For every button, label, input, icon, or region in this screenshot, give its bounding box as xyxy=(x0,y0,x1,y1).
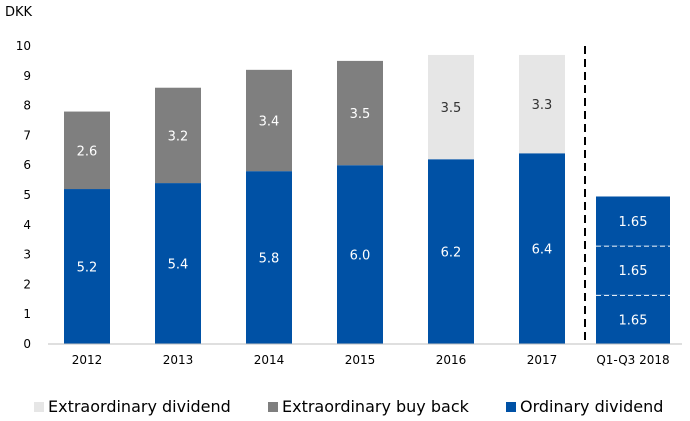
data-label: 6.2 xyxy=(441,246,462,261)
bar-segment-extraordinary-buy-back xyxy=(155,87,201,184)
y-axis-title: DKK xyxy=(5,5,33,20)
data-label: 1.65 xyxy=(619,313,648,328)
bar-segment-extraordinary-dividend xyxy=(428,54,474,160)
bar-segment-quarter xyxy=(596,245,670,295)
legend-label: Extraordinary dividend xyxy=(48,397,231,416)
data-label: 1.65 xyxy=(619,264,648,279)
y-tick-label: 6 xyxy=(23,158,31,172)
y-tick-label: 8 xyxy=(23,99,31,113)
legend-swatch-ordinary-dividend xyxy=(506,401,516,412)
data-label: 5.4 xyxy=(168,258,189,273)
data-label: 3.5 xyxy=(350,107,371,122)
x-tick-label: 2015 xyxy=(345,353,376,367)
data-label: 3.2 xyxy=(168,129,189,144)
bar-segment-quarter xyxy=(596,196,670,246)
x-tick-label: 2013 xyxy=(163,353,194,367)
bar-segment-ordinary-dividend xyxy=(155,183,201,344)
bar-segment-ordinary-dividend xyxy=(246,171,292,344)
x-tick-label: Q1-Q3 2018 xyxy=(596,353,669,367)
x-tick-label: 2017 xyxy=(527,353,558,367)
legend: Extraordinary dividend Extraordinary buy… xyxy=(0,397,690,419)
y-tick-label: 9 xyxy=(23,69,31,83)
x-tick-label: 2012 xyxy=(72,353,103,367)
y-tick-label: 7 xyxy=(23,128,31,142)
y-tick-label: 0 xyxy=(23,337,31,351)
data-label: 5.2 xyxy=(77,261,98,276)
bar-segment-ordinary-dividend xyxy=(337,165,383,344)
data-label: 3.3 xyxy=(532,98,553,113)
bar-segment-ordinary-dividend xyxy=(428,159,474,344)
legend-label: Extraordinary buy back xyxy=(282,397,469,416)
data-label: 1.65 xyxy=(619,215,648,230)
bar-segment-ordinary-dividend xyxy=(519,153,565,344)
legend-item-extraordinary-dividend: Extraordinary dividend xyxy=(34,397,231,416)
bar-segment-quarter xyxy=(596,294,670,344)
data-label: 2.6 xyxy=(77,144,98,159)
y-tick-label: 5 xyxy=(23,188,31,202)
bar-segment-extraordinary-buy-back xyxy=(246,69,292,172)
x-tick-label: 2014 xyxy=(254,353,285,367)
data-label: 5.8 xyxy=(259,252,280,267)
bar-segment-extraordinary-dividend xyxy=(519,54,565,154)
y-tick-label: 10 xyxy=(16,39,31,53)
bar-segment-extraordinary-buy-back xyxy=(64,111,110,190)
legend-item-extraordinary-buy-back: Extraordinary buy back xyxy=(268,397,469,416)
y-tick-label: 2 xyxy=(23,277,31,291)
data-label: 6.0 xyxy=(350,249,371,264)
legend-item-ordinary-dividend: Ordinary dividend xyxy=(506,397,663,416)
bar-segment-ordinary-dividend xyxy=(64,189,110,344)
data-label: 6.4 xyxy=(532,243,553,258)
data-label: 3.5 xyxy=(441,101,462,116)
legend-label: Ordinary dividend xyxy=(520,397,664,416)
legend-swatch-extraordinary-dividend xyxy=(34,401,44,412)
bar-segment-extraordinary-buy-back xyxy=(337,60,383,166)
y-tick-label: 1 xyxy=(23,307,31,321)
legend-swatch-extraordinary-buy-back xyxy=(268,401,278,412)
y-tick-label: 4 xyxy=(23,218,31,232)
x-tick-label: 2016 xyxy=(436,353,467,367)
y-tick-label: 3 xyxy=(23,248,31,262)
data-label: 3.4 xyxy=(259,115,280,130)
